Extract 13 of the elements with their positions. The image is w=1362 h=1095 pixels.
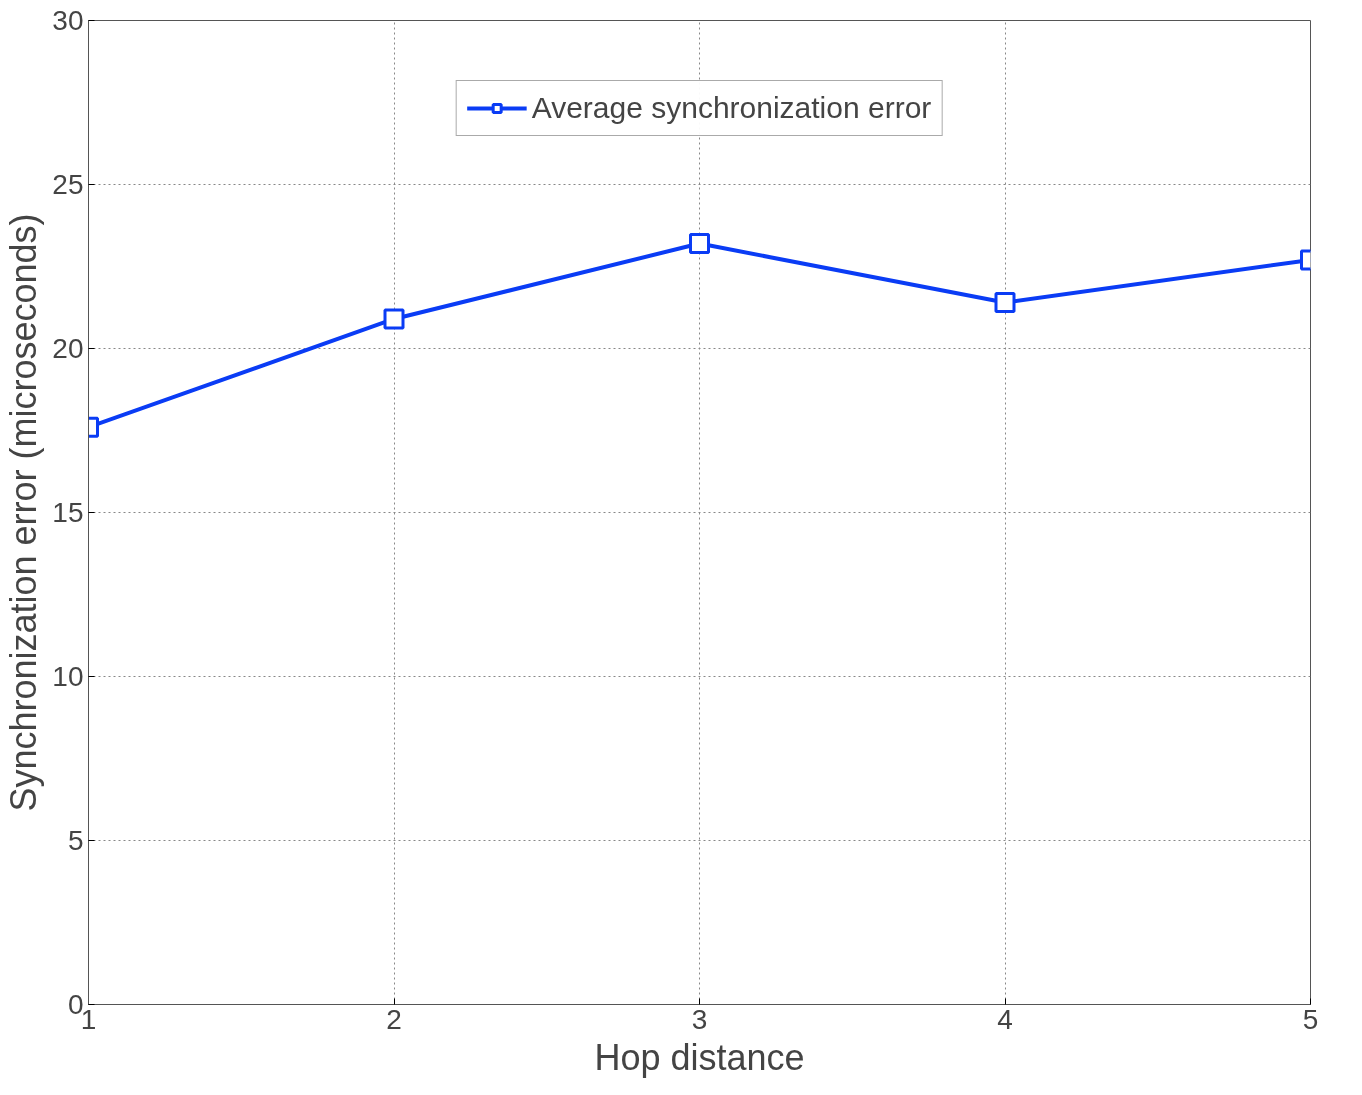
- x-axis-title: Hop distance: [594, 1036, 805, 1078]
- y-tick-label: 15: [52, 497, 84, 528]
- x-tick-label: 2: [386, 1003, 402, 1035]
- y-axis-title: Synchronization error (microseconds): [3, 213, 45, 812]
- y-tick-label: 10: [52, 661, 84, 692]
- x-tick-label: 3: [691, 1003, 708, 1035]
- legend-label: Average synchronization error: [531, 91, 932, 125]
- x-tick-label: 4: [997, 1003, 1013, 1035]
- y-tick-label: 5: [67, 825, 84, 856]
- x-tick-label: 5: [1302, 1003, 1319, 1035]
- y-tick-label: 20: [52, 333, 84, 364]
- y-tick-label: 25: [52, 169, 84, 200]
- y-tick-label: 30: [52, 5, 84, 36]
